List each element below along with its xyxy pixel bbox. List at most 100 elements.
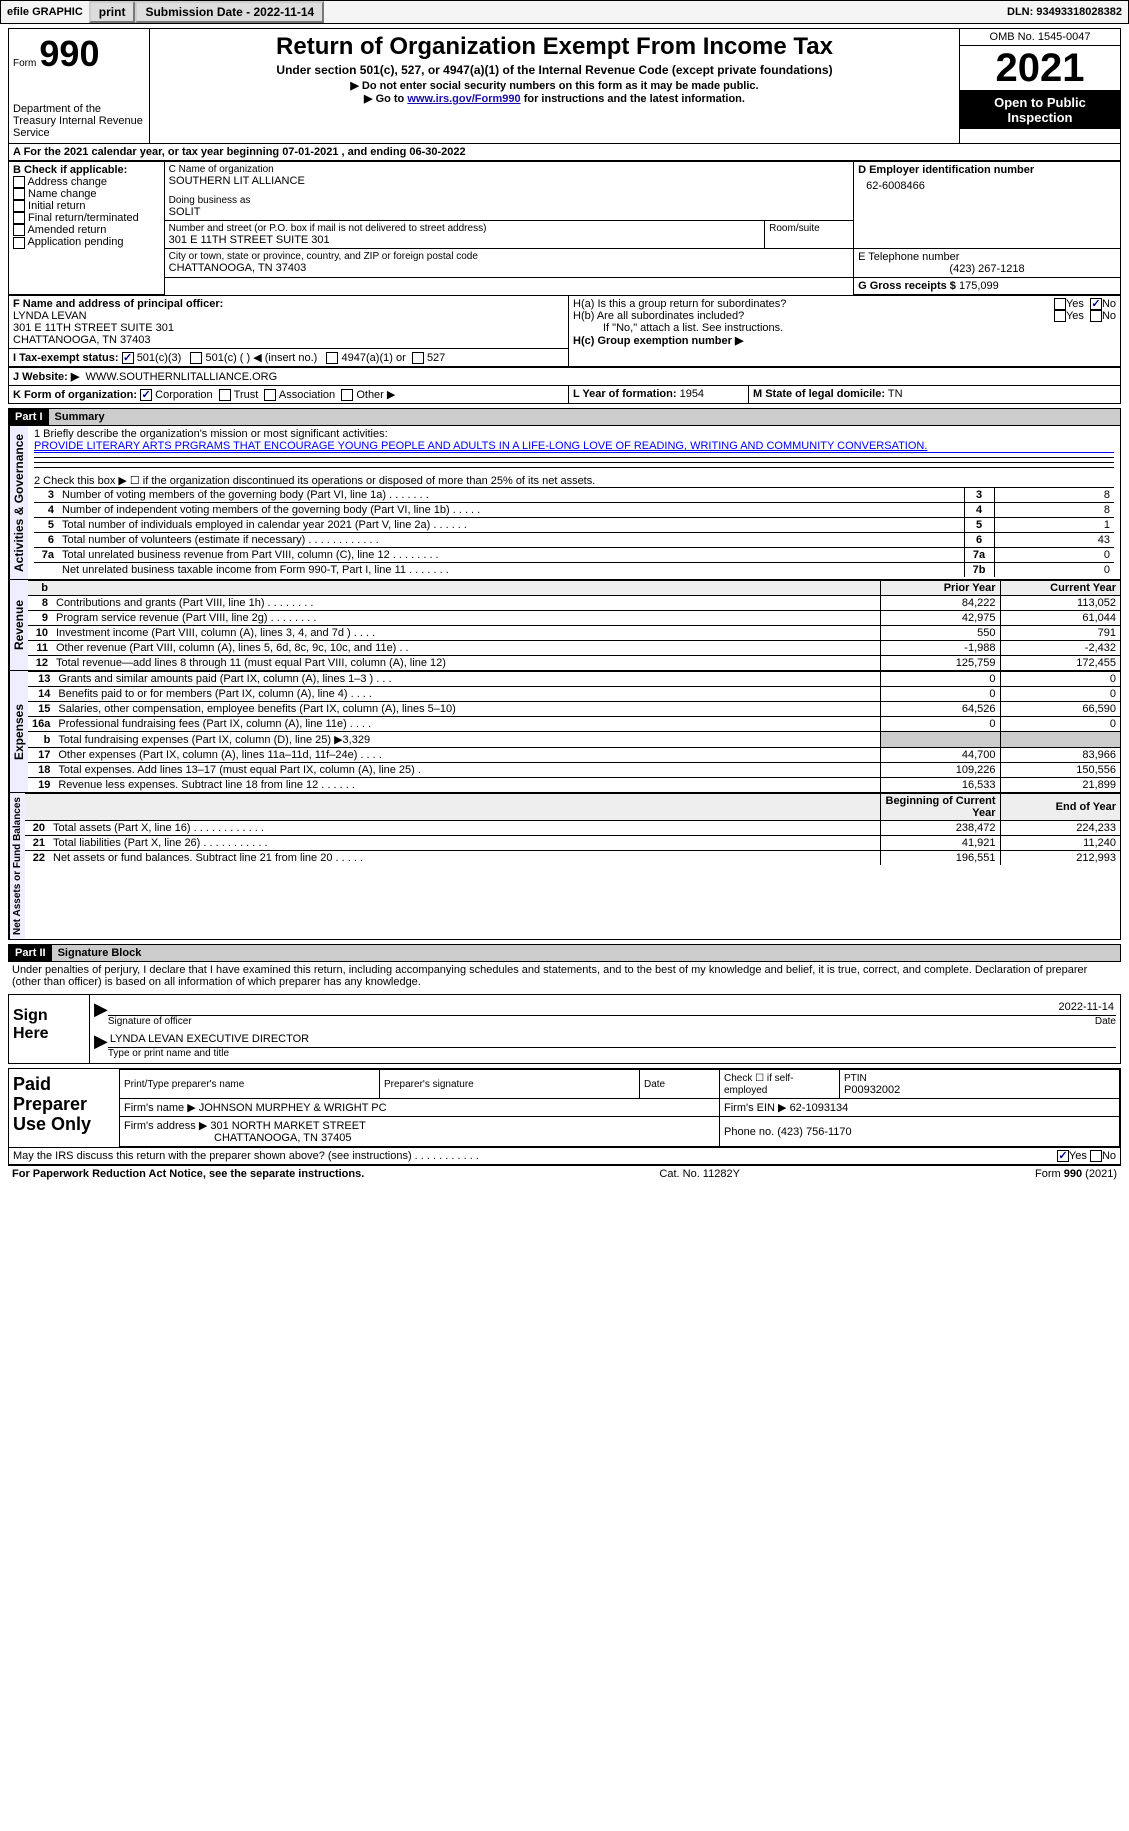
table-row: 18Total expenses. Add lines 13–17 (must … [28, 763, 1120, 778]
table-row: 12Total revenue—add lines 8 through 11 (… [28, 656, 1120, 671]
period-line: A For the 2021 calendar year, or tax yea… [8, 144, 1121, 161]
firm-ein: 62-1093134 [790, 1102, 849, 1114]
501c-checkbox[interactable] [190, 352, 202, 364]
firm-phone: (423) 756-1170 [777, 1126, 851, 1138]
table-row: 13Grants and similar amounts paid (Part … [28, 672, 1120, 687]
h-b-note: If "No," attach a list. See instructions… [573, 322, 1116, 334]
prep-date-label: Date [644, 1079, 665, 1090]
year-formation: 1954 [680, 388, 704, 400]
discuss-no-checkbox[interactable] [1090, 1150, 1102, 1162]
opt-4947: 4947(a)(1) or [342, 352, 406, 364]
ha-yes-checkbox[interactable] [1054, 298, 1066, 310]
signature-date: 2022-11-14 [1059, 1001, 1114, 1013]
firm-phone-label: Phone no. [724, 1126, 774, 1138]
form-label: Form [13, 58, 36, 69]
table-row: 4Number of independent voting members of… [34, 503, 1114, 518]
table-row: 17Other expenses (Part IX, column (A), l… [28, 748, 1120, 763]
omb-number: OMB No. 1545-0047 [960, 29, 1120, 46]
boxb-option: Name change [13, 188, 160, 200]
table-row: 9Program service revenue (Part VIII, lin… [28, 611, 1120, 626]
expenses-section: Expenses 13Grants and similar amounts pa… [8, 671, 1121, 793]
city-value: CHATTANOOGA, TN 37403 [169, 262, 849, 274]
ha-no-checkbox[interactable] [1090, 298, 1102, 310]
boxb-checkbox[interactable] [13, 212, 25, 224]
instr-2: ▶ Go to www.irs.gov/Form990 for instruct… [158, 92, 951, 105]
boxb-checkbox[interactable] [13, 176, 25, 188]
part2-header: Part II Signature Block [8, 944, 1121, 962]
opt-527: 527 [427, 352, 445, 364]
527-checkbox[interactable] [412, 352, 424, 364]
boxb-checkbox[interactable] [13, 224, 25, 236]
netassets-label: Net Assets or Fund Balances [9, 793, 25, 939]
box-b-label: B Check if applicable: [13, 164, 160, 176]
dln-label: DLN: 93493318028382 [1001, 4, 1128, 20]
prep-sig-label: Preparer's signature [384, 1079, 474, 1090]
revenue-label: Revenue [9, 580, 28, 670]
table-row: 19Revenue less expenses. Subtract line 1… [28, 778, 1120, 793]
boxb-checkbox[interactable] [13, 188, 25, 200]
box-f-label: F Name and address of principal officer: [13, 298, 223, 310]
assoc-checkbox[interactable] [264, 389, 276, 401]
form-subtitle: Under section 501(c), 527, or 4947(a)(1)… [158, 63, 951, 77]
col-current: Current Year [1000, 581, 1120, 596]
opt-assoc: Association [279, 389, 335, 401]
boxb-option: Final return/terminated [13, 212, 160, 224]
officer-name: LYNDA LEVAN [13, 310, 87, 322]
city-label: City or town, state or province, country… [169, 251, 849, 262]
discuss-yes-checkbox[interactable] [1057, 1150, 1069, 1162]
date-label: Date [1095, 1016, 1116, 1027]
paid-preparer-block: Paid Preparer Use Only Print/Type prepar… [8, 1068, 1121, 1148]
website-value: WWW.SOUTHERNLITALLIANCE.ORG [85, 371, 277, 383]
row-j-label: J Website: ▶ [13, 371, 79, 383]
other-checkbox[interactable] [341, 389, 353, 401]
hb-no-checkbox[interactable] [1090, 310, 1102, 322]
hb-yes-checkbox[interactable] [1054, 310, 1066, 322]
table-row: 10Investment income (Part VIII, column (… [28, 626, 1120, 641]
org-name: SOUTHERN LIT ALLIANCE [169, 175, 849, 187]
arrow-icon: ▶ [94, 999, 108, 1027]
netassets-table: Beginning of Current YearEnd of Year 20T… [25, 793, 1120, 865]
ptin-label: PTIN [844, 1073, 867, 1084]
gross-receipts: 175,099 [959, 280, 999, 292]
table-row: 8Contributions and grants (Part VIII, li… [28, 596, 1120, 611]
4947-checkbox[interactable] [326, 352, 338, 364]
year-footer: (2021) [1082, 1168, 1117, 1180]
boxb-option: Address change [13, 176, 160, 188]
501c3-checkbox[interactable] [122, 352, 134, 364]
print-button[interactable]: print [89, 1, 136, 23]
table-row: 21Total liabilities (Part X, line 26) . … [25, 836, 1120, 851]
trust-checkbox[interactable] [219, 389, 231, 401]
boxb-checkbox[interactable] [13, 237, 25, 249]
arrow-icon: ▶ [94, 1031, 108, 1059]
box-c-name-label: C Name of organization [169, 164, 849, 175]
col-end: End of Year [1000, 794, 1120, 821]
form-number: 990 [39, 33, 99, 74]
irs-link[interactable]: www.irs.gov/Form990 [407, 93, 520, 105]
table-row: 11Other revenue (Part VIII, column (A), … [28, 641, 1120, 656]
table-row: 22Net assets or fund balances. Subtract … [25, 851, 1120, 866]
paid-preparer-label: Paid Preparer Use Only [9, 1069, 119, 1147]
opt-501c3: 501(c)(3) [137, 352, 182, 364]
table-row: 14Benefits paid to or for members (Part … [28, 687, 1120, 702]
boxb-checkbox[interactable] [13, 200, 25, 212]
part1-body: Activities & Governance 1 Briefly descri… [8, 426, 1121, 580]
part1-number: Part I [9, 409, 49, 425]
firm-addr2: CHATTANOOGA, TN 37405 [124, 1132, 352, 1144]
table-row: bTotal fundraising expenses (Part IX, co… [28, 732, 1120, 748]
discuss-text: May the IRS discuss this return with the… [13, 1150, 1057, 1162]
col-prior: Prior Year [880, 581, 1000, 596]
table-row: Net unrelated business taxable income fr… [34, 563, 1114, 578]
row-k-label: K Form of organization: [13, 389, 137, 401]
title-block: Return of Organization Exempt From Incom… [149, 29, 960, 143]
year-box: OMB No. 1545-0047 2021 Open to Public In… [960, 29, 1120, 143]
row-i-label: I Tax-exempt status: [13, 352, 119, 364]
firm-name-label: Firm's name ▶ [124, 1102, 196, 1114]
form-title: Return of Organization Exempt From Incom… [158, 33, 951, 61]
corp-checkbox[interactable] [140, 389, 152, 401]
submission-date-button[interactable]: Submission Date - 2022-11-14 [135, 1, 324, 23]
sign-here-label: Sign Here [9, 995, 89, 1063]
table-row: 16aProfessional fundraising fees (Part I… [28, 717, 1120, 732]
opt-corp: Corporation [155, 389, 212, 401]
open-inspection: Open to Public Inspection [960, 91, 1120, 129]
activities-label: Activities & Governance [9, 426, 28, 579]
